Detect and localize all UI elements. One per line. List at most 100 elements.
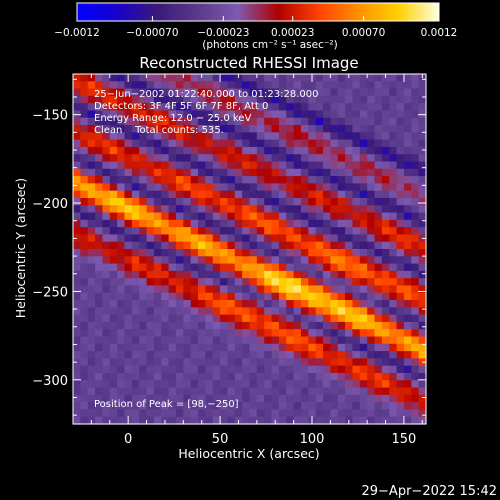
heatmap-cell bbox=[153, 321, 162, 330]
heatmap-cell bbox=[403, 74, 412, 82]
heatmap-cell bbox=[315, 285, 324, 294]
heatmap-cell bbox=[381, 263, 390, 272]
heatmap-cell bbox=[352, 278, 361, 287]
heatmap-cell bbox=[264, 205, 273, 214]
heatmap-cell bbox=[315, 263, 324, 272]
heatmap-cell bbox=[396, 176, 405, 184]
heatmap-cell bbox=[271, 387, 280, 396]
heatmap-cell bbox=[323, 409, 331, 418]
heatmap-cell bbox=[117, 409, 126, 418]
heatmap-cell bbox=[396, 402, 405, 411]
heatmap-cell bbox=[190, 263, 199, 272]
heatmap-cell bbox=[175, 387, 184, 396]
heatmap-cell bbox=[286, 321, 295, 330]
heatmap-cell bbox=[249, 263, 258, 272]
heatmap-cell bbox=[359, 161, 368, 170]
heatmap-cell bbox=[161, 300, 170, 308]
heatmap-cell bbox=[198, 394, 206, 403]
heatmap-cell bbox=[315, 146, 324, 155]
heatmap-cell bbox=[117, 219, 126, 228]
heatmap-cell bbox=[315, 249, 324, 257]
heatmap-cell bbox=[212, 394, 221, 403]
heatmap-cell bbox=[227, 110, 236, 119]
heatmap-cell bbox=[403, 154, 412, 163]
heatmap-cell bbox=[403, 146, 412, 155]
heatmap-cell bbox=[374, 205, 383, 214]
heatmap-cell bbox=[315, 365, 324, 374]
heatmap-cell bbox=[242, 212, 251, 221]
heatmap-cell bbox=[109, 249, 118, 257]
heatmap-cell bbox=[293, 270, 302, 279]
heatmap-cell bbox=[396, 154, 405, 163]
heatmap-cell bbox=[381, 394, 390, 403]
heatmap-cell bbox=[212, 212, 221, 221]
heatmap-cell bbox=[308, 365, 317, 374]
heatmap-cell bbox=[227, 103, 236, 112]
heatmap-cell bbox=[80, 343, 89, 352]
heatmap-cell bbox=[323, 285, 331, 294]
heatmap-cell bbox=[345, 146, 354, 155]
heatmap-cell bbox=[345, 256, 354, 265]
heatmap-cell bbox=[198, 125, 206, 133]
heatmap-cell bbox=[278, 380, 287, 389]
heatmap-cell bbox=[117, 329, 126, 338]
heatmap-cell bbox=[359, 212, 368, 221]
heatmap-cell bbox=[264, 81, 273, 90]
heatmap-cell bbox=[175, 402, 184, 411]
heatmap-cell bbox=[308, 117, 317, 126]
heatmap-cell bbox=[278, 110, 287, 119]
heatmap-cell bbox=[220, 117, 229, 126]
heatmap-cell bbox=[389, 103, 398, 112]
heatmap-cell bbox=[367, 365, 376, 374]
heatmap-cell bbox=[175, 314, 184, 323]
heatmap-cell bbox=[352, 241, 361, 250]
heatmap-cell bbox=[102, 307, 111, 316]
heatmap-cell bbox=[80, 307, 89, 316]
heatmap-cell bbox=[411, 176, 420, 184]
heatmap-cell bbox=[411, 249, 420, 257]
heatmap-cell bbox=[183, 343, 192, 352]
heatmap-cell bbox=[117, 95, 126, 104]
heatmap-cell bbox=[418, 95, 427, 104]
heatmap-cell bbox=[323, 81, 331, 90]
heatmap-cell bbox=[153, 139, 162, 148]
heatmap-cell bbox=[381, 176, 390, 184]
heatmap-cell bbox=[286, 263, 295, 272]
heatmap-cell bbox=[212, 292, 221, 301]
heatmap-cell bbox=[256, 285, 265, 294]
heatmap-cell bbox=[73, 197, 81, 206]
heatmap-cell bbox=[330, 132, 339, 141]
heatmap-cell bbox=[161, 205, 170, 214]
heatmap-cell bbox=[220, 212, 229, 221]
heatmap-cell bbox=[95, 103, 104, 112]
heatmap-cell bbox=[117, 351, 126, 359]
heatmap-cell bbox=[109, 219, 118, 228]
heatmap-cell bbox=[249, 161, 258, 170]
heatmap-cell bbox=[345, 168, 354, 177]
heatmap-cell bbox=[300, 176, 309, 184]
heatmap-cell bbox=[381, 139, 390, 148]
heatmap-cell bbox=[161, 278, 170, 287]
heatmap-cell bbox=[87, 278, 96, 287]
heatmap-cell bbox=[352, 394, 361, 403]
heatmap-cell bbox=[205, 285, 214, 294]
heatmap-cell bbox=[205, 81, 214, 90]
heatmap-cell bbox=[198, 110, 206, 119]
heatmap-cell bbox=[345, 263, 354, 272]
heatmap-cell bbox=[95, 190, 104, 199]
heatmap-cell bbox=[190, 256, 199, 265]
heatmap-cell bbox=[102, 351, 111, 359]
heatmap-cell bbox=[418, 372, 427, 381]
plot-frame bbox=[72, 73, 427, 425]
heatmap-cell bbox=[323, 365, 331, 374]
heatmap-cell bbox=[337, 336, 346, 345]
heatmap-cell bbox=[396, 292, 405, 301]
heatmap-cell bbox=[345, 183, 354, 192]
heatmap-cell bbox=[227, 285, 236, 294]
heatmap-cell bbox=[131, 270, 140, 279]
heatmap-cell bbox=[131, 278, 140, 287]
heatmap-cell bbox=[264, 249, 273, 257]
heatmap-cell bbox=[95, 219, 104, 228]
heatmap-cell bbox=[124, 380, 133, 389]
heatmap-cell bbox=[139, 321, 148, 330]
